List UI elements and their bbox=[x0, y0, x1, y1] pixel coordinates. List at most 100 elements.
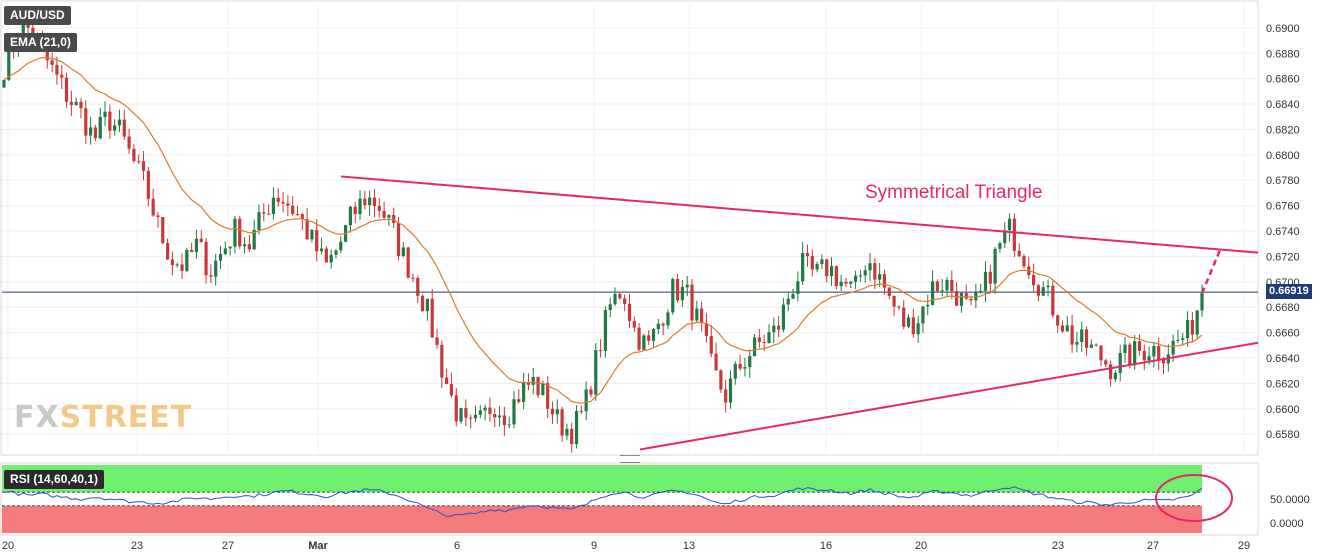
fxstreet-watermark: FXSTREET bbox=[14, 400, 192, 435]
ema-badge[interactable]: EMA (21,0) bbox=[4, 33, 77, 52]
rsi-badge[interactable]: RSI (14,60,40,1) bbox=[4, 470, 105, 489]
candle-body bbox=[141, 161, 146, 171]
candle-body bbox=[473, 414, 478, 419]
candle-body bbox=[64, 77, 69, 102]
candle-body bbox=[541, 382, 545, 396]
candle-body bbox=[849, 281, 853, 284]
candle-body bbox=[1137, 341, 1142, 351]
candle-body bbox=[1080, 329, 1084, 343]
y-tick-label: 0.6660 bbox=[1266, 328, 1300, 340]
candle-body bbox=[1017, 250, 1021, 257]
candle-body bbox=[709, 336, 713, 354]
x-tick-label: 23 bbox=[131, 540, 143, 552]
candle-body bbox=[7, 42, 11, 80]
candle-body bbox=[724, 389, 728, 403]
candle-body bbox=[560, 409, 564, 436]
candle-body bbox=[1147, 356, 1151, 361]
candle-body bbox=[435, 337, 439, 345]
candle-body bbox=[863, 270, 867, 276]
candle-body bbox=[257, 212, 261, 230]
candle-body bbox=[1176, 339, 1180, 341]
candle-body bbox=[1161, 359, 1166, 364]
candle-body bbox=[411, 277, 415, 279]
candle-body bbox=[1152, 346, 1156, 357]
x-tick-label: 16 bbox=[820, 540, 832, 552]
candle-body bbox=[445, 377, 449, 385]
candle-body bbox=[555, 409, 559, 415]
y-tick-label: 0.6800 bbox=[1266, 150, 1300, 162]
rsi-highlight-circle bbox=[1155, 474, 1233, 522]
candle-body bbox=[613, 293, 617, 305]
candle-body bbox=[671, 278, 675, 313]
candle-body bbox=[199, 238, 203, 242]
candle-body bbox=[1123, 344, 1127, 353]
candle-body bbox=[1046, 285, 1050, 288]
candle-body bbox=[204, 241, 208, 276]
candle-body bbox=[372, 197, 377, 207]
candle-body bbox=[796, 281, 800, 294]
candle-body bbox=[1075, 342, 1079, 345]
candle-body bbox=[1032, 275, 1036, 286]
candle-body bbox=[242, 244, 247, 247]
candle-body bbox=[882, 274, 887, 288]
candle-body bbox=[695, 308, 699, 321]
candle-body bbox=[175, 264, 179, 266]
candle-body bbox=[319, 248, 324, 252]
candle-body bbox=[416, 278, 420, 296]
candle-body bbox=[618, 293, 622, 299]
candle-body bbox=[440, 344, 444, 378]
candle-body bbox=[1133, 341, 1137, 366]
candle-body bbox=[574, 411, 579, 445]
candle-body bbox=[1185, 320, 1190, 339]
candle-body bbox=[1060, 325, 1065, 332]
y-tick-label: 0.6720 bbox=[1266, 251, 1300, 263]
candle-body bbox=[772, 325, 776, 333]
candle-body bbox=[151, 198, 155, 216]
candle-body bbox=[656, 323, 660, 330]
candle-body bbox=[1195, 310, 1199, 335]
candle-body bbox=[719, 370, 723, 390]
candle-body bbox=[74, 101, 78, 105]
candle-body bbox=[738, 363, 742, 369]
candle-body bbox=[623, 298, 627, 304]
candle-body bbox=[598, 350, 603, 352]
candle-body bbox=[955, 291, 959, 306]
x-tick-label: 29 bbox=[1238, 540, 1250, 552]
pane-resize-handle[interactable] bbox=[620, 455, 640, 463]
triangle-annotation: Symmetrical Triangle bbox=[865, 182, 1042, 203]
candle-body bbox=[786, 298, 790, 305]
candle-body bbox=[1094, 344, 1098, 346]
candle-body bbox=[228, 246, 232, 249]
candle-body bbox=[425, 298, 429, 312]
candle-body bbox=[522, 382, 526, 402]
candle-body bbox=[1128, 344, 1132, 366]
candle-body bbox=[156, 215, 160, 218]
ema-polyline bbox=[3, 56, 1203, 404]
candle-body bbox=[348, 206, 353, 226]
candle-body bbox=[262, 212, 266, 214]
candle-body bbox=[271, 197, 276, 214]
candle-body bbox=[1056, 315, 1060, 326]
candle-body bbox=[267, 213, 271, 215]
candle-body bbox=[762, 341, 766, 344]
candle-body bbox=[998, 243, 1002, 249]
candle-body bbox=[950, 279, 954, 292]
rsi-tick-label: 0.0000 bbox=[1270, 518, 1304, 530]
candle-body bbox=[906, 317, 911, 327]
candle-body bbox=[305, 219, 309, 240]
candle-body bbox=[661, 323, 665, 326]
candle-body bbox=[493, 414, 497, 418]
candle-body bbox=[959, 293, 964, 306]
symbol-badge[interactable]: AUD/USD bbox=[4, 6, 71, 25]
candle-body bbox=[777, 325, 781, 330]
candle-body bbox=[546, 382, 550, 409]
candle-body bbox=[363, 198, 367, 206]
candle-body bbox=[502, 415, 506, 426]
candle-body bbox=[892, 295, 896, 307]
candles bbox=[2, 13, 1204, 453]
candle-body bbox=[497, 415, 502, 418]
candle-body bbox=[310, 229, 314, 240]
candle-body bbox=[165, 243, 170, 260]
candle-body bbox=[60, 74, 64, 78]
last-price-tag: 0.66919 bbox=[1266, 284, 1312, 299]
